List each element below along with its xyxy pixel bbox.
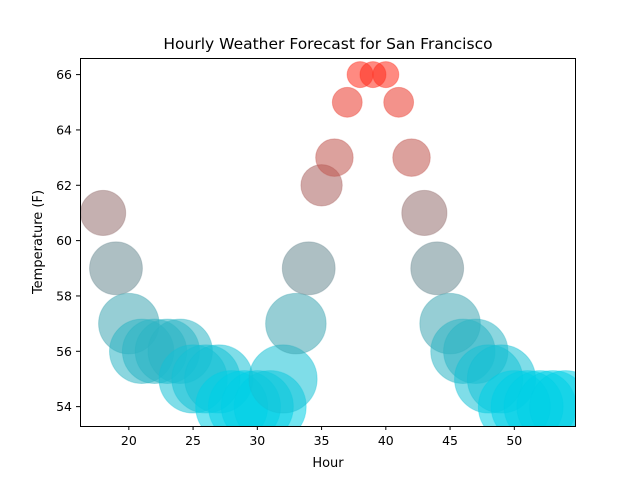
x-tick-label: 40: [378, 433, 394, 448]
y-tick-label: 56: [56, 344, 72, 359]
data-point-22: [372, 61, 400, 89]
data-point-0: [80, 189, 127, 237]
data-point-36: [529, 370, 576, 426]
data-point-25: [401, 189, 448, 237]
y-tick-label: 54: [56, 399, 72, 414]
x-tick-label: 35: [314, 433, 330, 448]
data-point-19: [331, 86, 363, 118]
data-point-14: [248, 344, 318, 414]
data-point-1: [89, 241, 143, 296]
x-axis-label: Hour: [312, 456, 344, 471]
data-point-24: [392, 138, 431, 177]
x-tick-label: 25: [185, 433, 201, 448]
y-tick-label: 64: [56, 122, 72, 137]
data-points: [80, 61, 576, 426]
chart-title: Hourly Weather Forecast for San Francisc…: [163, 35, 492, 53]
data-point-26: [410, 241, 465, 296]
y-axis-ticks: 54 56 58 60 62 64 66: [56, 67, 80, 414]
data-point-15: [265, 292, 327, 355]
y-axis-label: Temperature (F): [31, 190, 46, 295]
x-tick-label: 45: [442, 433, 458, 448]
x-tick-label: 20: [121, 433, 137, 448]
data-point-16: [281, 241, 336, 296]
y-tick-label: 60: [56, 233, 72, 248]
x-tick-label: 30: [249, 433, 265, 448]
y-tick-label: 62: [56, 178, 72, 193]
x-axis-ticks: 20 25 30 35 40 45 50: [121, 426, 522, 448]
y-tick-label: 66: [56, 67, 72, 82]
y-tick-label: 58: [56, 288, 72, 303]
x-tick-label: 50: [506, 433, 522, 448]
plot-frame: [80, 58, 576, 427]
data-point-18: [315, 138, 354, 177]
data-point-23: [383, 86, 415, 118]
